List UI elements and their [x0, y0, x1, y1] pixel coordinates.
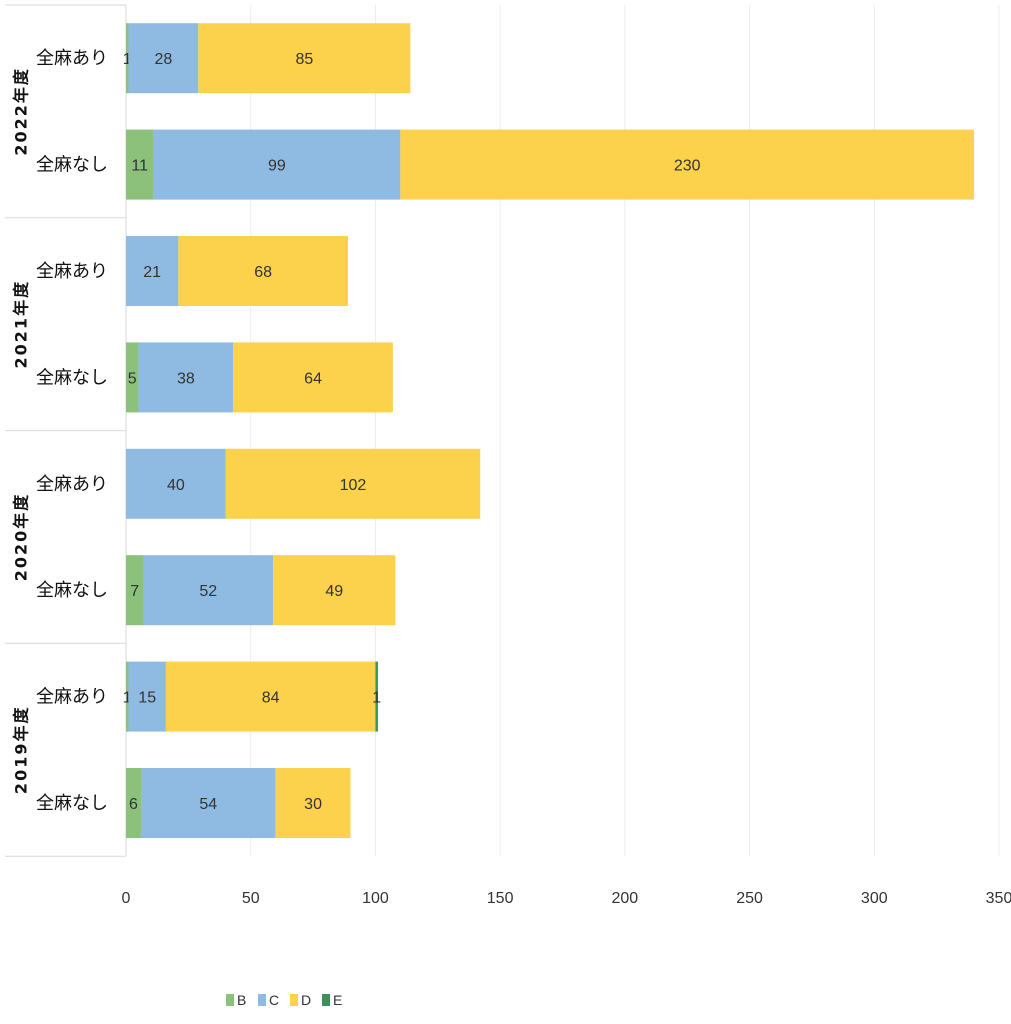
category-label: 全麻あり [36, 48, 108, 69]
bar-segment-c [128, 661, 166, 732]
legend-swatch-c [258, 994, 266, 1006]
bar-segment-b [126, 768, 141, 838]
bar-segment-d [178, 236, 348, 306]
data-label: 40 [167, 477, 185, 494]
legend-label-b: B [237, 992, 246, 1008]
data-label: 5 [128, 370, 137, 387]
x-tick-label: 200 [612, 890, 639, 907]
x-tick-label: 350 [986, 890, 1011, 907]
bar-segment-c [153, 129, 401, 200]
category-label: 全麻あり [36, 687, 108, 708]
data-label: 38 [177, 370, 195, 387]
legend-label-d: D [301, 992, 311, 1008]
data-label: 230 [674, 158, 701, 175]
category-label: 全麻なし [36, 155, 108, 176]
bar-segment-c [126, 448, 226, 519]
x-tick-label: 250 [736, 890, 763, 907]
data-label: 30 [304, 796, 322, 813]
data-label: 21 [143, 264, 161, 281]
legend-swatch-b [226, 994, 234, 1006]
legend-swatch-d [290, 994, 298, 1006]
data-label: 11 [131, 158, 148, 175]
legend: B C D E [226, 992, 342, 1008]
data-label: 49 [325, 583, 343, 600]
bar-segment-c [128, 23, 199, 94]
data-label: 64 [304, 370, 322, 387]
bar-segment-b [126, 661, 129, 732]
legend-swatch-e [322, 994, 330, 1006]
bar-segment-d [273, 555, 396, 626]
year-group-label: 2019年度 [12, 706, 31, 795]
data-label: 85 [295, 51, 313, 68]
bar-segment-c [140, 768, 276, 838]
bar-segment-d [165, 661, 376, 732]
x-tick-label: 50 [242, 890, 260, 907]
category-label: 全麻なし [36, 367, 108, 388]
year-group-label: 2022年度 [12, 67, 31, 156]
category-label: 全麻なし [36, 793, 108, 814]
x-tick-label: 300 [861, 890, 888, 907]
category-label: 全麻あり [36, 474, 108, 495]
bar-segment-d [233, 342, 393, 413]
bar-segment-e [375, 661, 378, 732]
bar-segment-b [126, 23, 129, 94]
data-label: 1 [123, 690, 132, 707]
bar-segment-b [126, 129, 154, 200]
bar-segment-c [138, 342, 234, 413]
data-label: 1 [372, 690, 381, 707]
data-label: 28 [155, 51, 173, 68]
bar-segment-d [400, 129, 975, 200]
data-label: 99 [268, 158, 286, 175]
bar-segment-b [126, 342, 139, 413]
year-group-label: 2020年度 [12, 493, 31, 582]
data-label: 52 [199, 583, 217, 600]
category-label: 全麻なし [36, 580, 108, 601]
bar-segment-b [126, 555, 144, 626]
data-label: 68 [254, 264, 272, 281]
data-label: 15 [138, 690, 156, 707]
bar-segment-d [198, 23, 411, 94]
data-label: 84 [262, 690, 280, 707]
category-label: 全麻あり [36, 261, 108, 282]
bars: 1 28 85 11 99 230 21 68 5 38 64 40 102 7 52 49 1 15 84 1 6 54… [123, 23, 975, 838]
data-label: 6 [129, 796, 138, 813]
bar-segment-d [275, 768, 351, 838]
x-tick-label: 150 [487, 890, 514, 907]
year-group-label: 2021年度 [12, 280, 31, 369]
x-axis-ticks: 0 50 100 150 200 250 300 350 [122, 890, 1011, 907]
legend-label-c: C [269, 992, 279, 1008]
data-label: 1 [123, 51, 132, 68]
data-label: 7 [130, 583, 139, 600]
bar-segment-c [126, 236, 179, 306]
legend-label-e: E [333, 992, 342, 1008]
data-label: 54 [199, 796, 217, 813]
category-axis: 2022年度全麻あり全麻なし2021年度全麻あり全麻なし2020年度全麻あり全麻… [5, 4, 127, 857]
bar-segment-d [225, 448, 481, 519]
x-tick-label: 100 [362, 890, 389, 907]
x-tick-label: 0 [122, 890, 131, 907]
data-label: 102 [340, 477, 367, 494]
bar-segment-c [143, 555, 274, 626]
